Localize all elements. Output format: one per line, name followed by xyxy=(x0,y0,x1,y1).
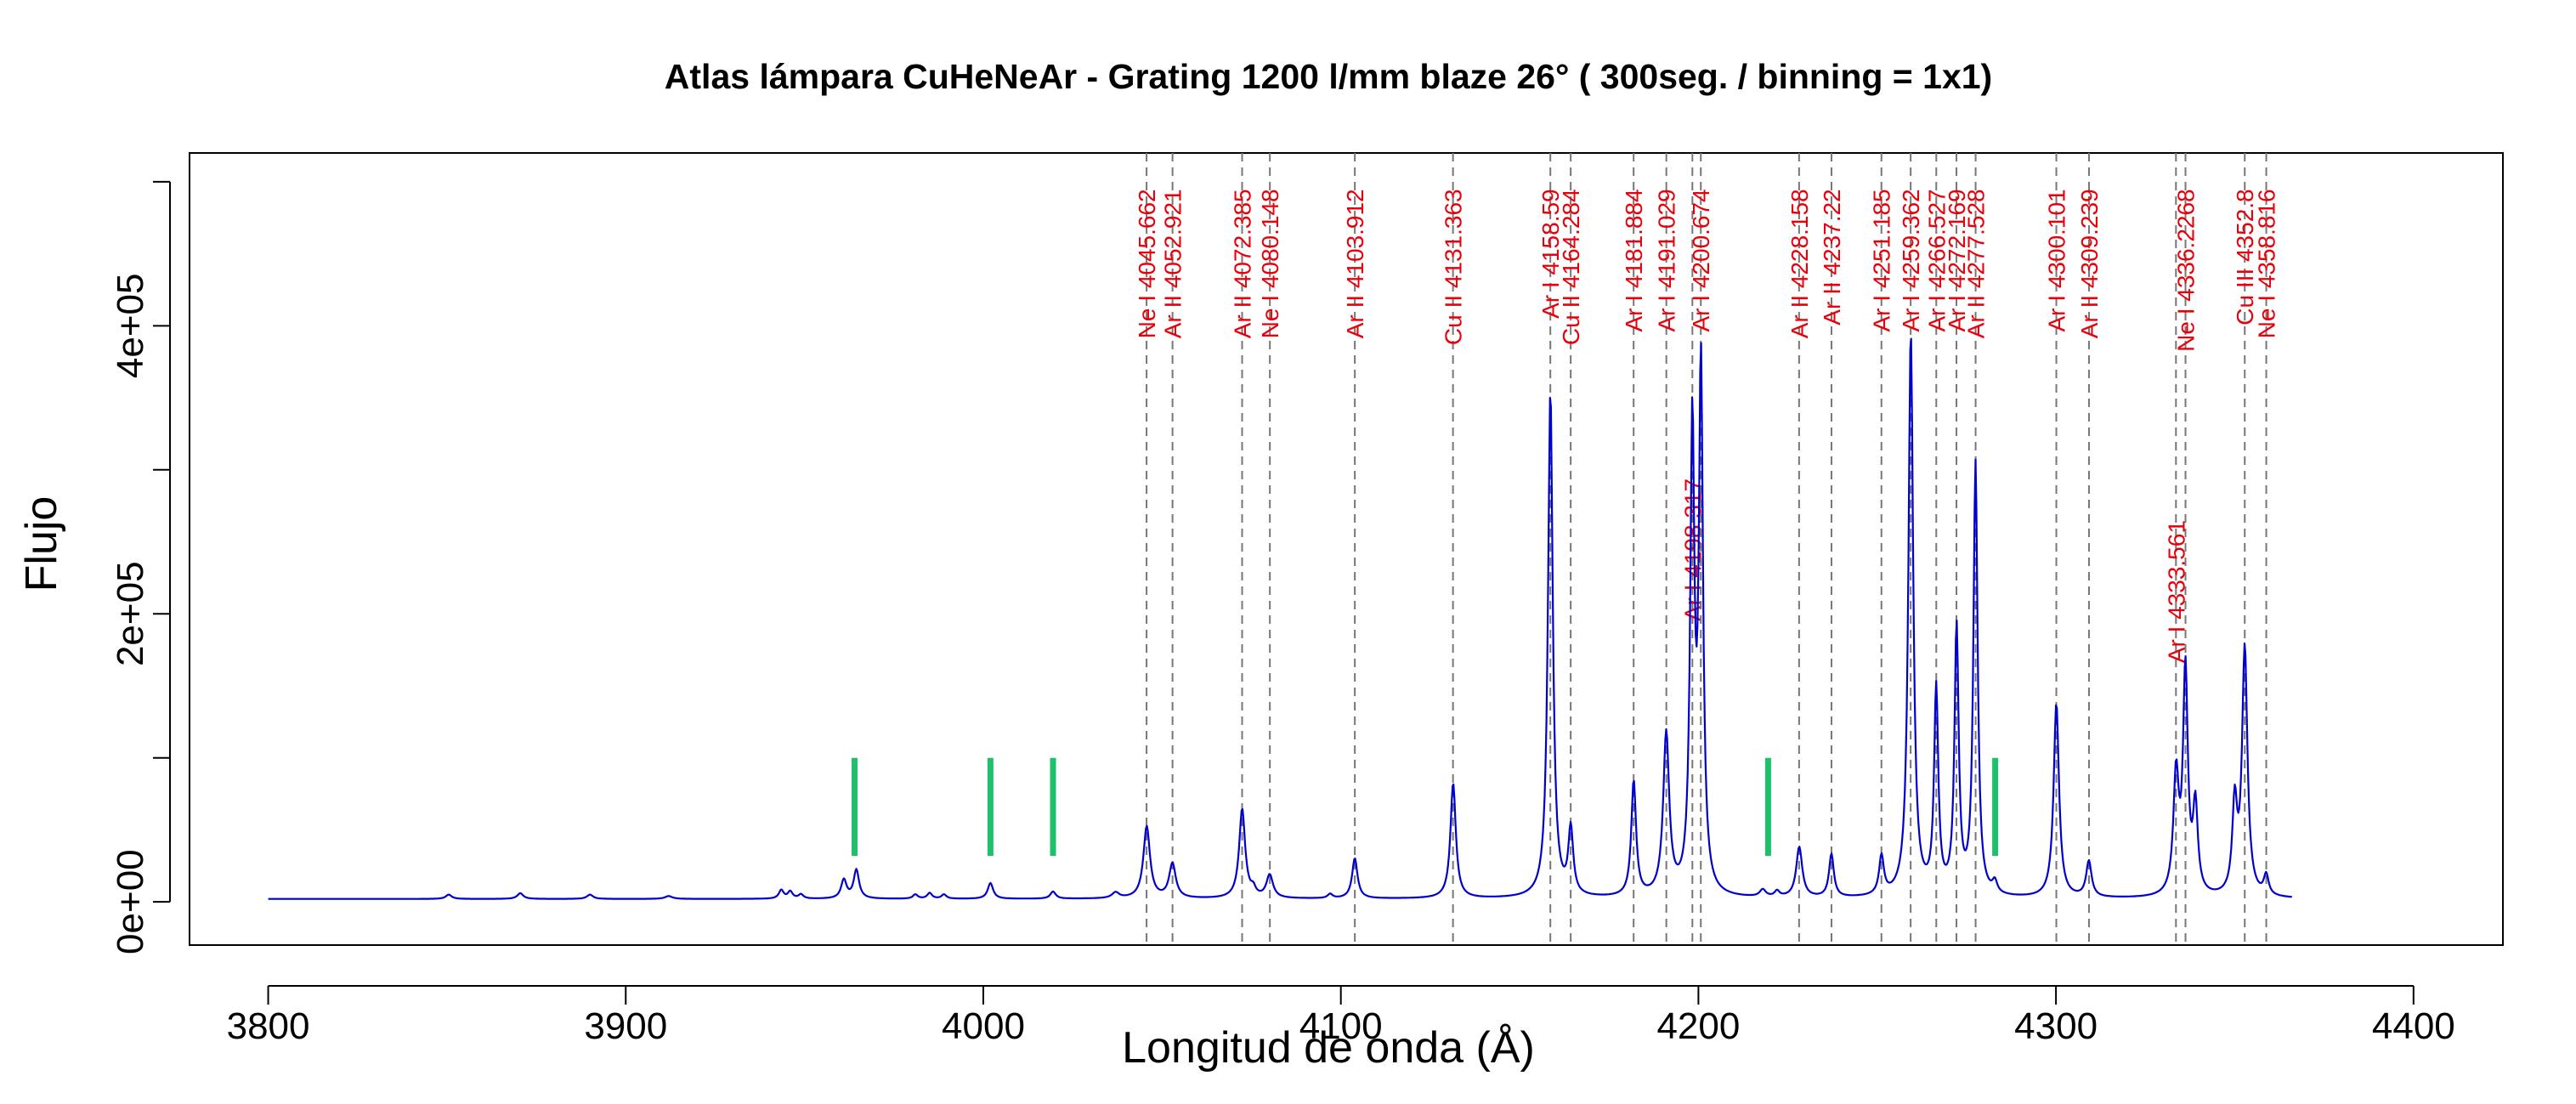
spectrum-series-line xyxy=(268,337,2292,900)
reference-line-label: Ar I 4191.029 xyxy=(1654,189,1680,331)
reference-line-label: Ne I 4045.662 xyxy=(1134,189,1160,338)
reference-line-label: Ar I 4300.101 xyxy=(2044,189,2070,331)
x-tick-label: 4300 xyxy=(2014,1005,2098,1047)
x-tick-label: 4200 xyxy=(1656,1005,1740,1047)
reference-line-label: Ar I 4272.169 xyxy=(1944,189,1970,331)
x-tick-label: 4000 xyxy=(942,1005,1025,1047)
x-axis-label: Longitud de onda (Å) xyxy=(1122,1023,1535,1073)
x-axis: 3800 3900 4000 4100 4200 4300 4400 xyxy=(227,985,2455,1047)
reference-line-label: Cu II 4131.363 xyxy=(1441,189,1467,345)
reference-line-label: Ar II 4277.528 xyxy=(1963,189,1990,338)
reference-line-label: Ar I 4181.884 xyxy=(1621,189,1647,331)
reference-line-label: Ar II 4309.239 xyxy=(2076,189,2103,338)
reference-line-label: Ar II 4052.921 xyxy=(1160,189,1186,338)
x-tick-label: 3900 xyxy=(584,1005,667,1047)
reference-line-label: Ar I 4200.674 xyxy=(1688,189,1714,331)
y-tick-label: 2e+05 xyxy=(110,561,151,666)
reference-line-label: Cu III 4352.8 xyxy=(2232,189,2258,325)
x-tick-label: 4400 xyxy=(2372,1005,2455,1047)
reference-line-label: Ar II 4237.22 xyxy=(1819,189,1845,325)
reference-line-label: Ar II 4103.912 xyxy=(1342,189,1368,338)
reference-line-label: Ar II 4228.158 xyxy=(1786,189,1813,338)
reference-line-label: Ne I 4358.816 xyxy=(2254,189,2280,338)
plot-area xyxy=(189,152,2504,946)
reference-line-label: Ne I 4080.148 xyxy=(1257,189,1283,338)
reference-line-label: Ar II 4072.385 xyxy=(1230,189,1256,338)
x-tick-label: 3800 xyxy=(227,1005,310,1047)
marker-group xyxy=(852,757,1999,856)
reference-line-label: Ar I 4266.527 xyxy=(1923,189,1950,331)
x-tick-label: 4100 xyxy=(1299,1005,1383,1047)
plot-frame xyxy=(189,152,2504,946)
reference-line-label: Ar I 4259.362 xyxy=(1898,189,1924,331)
chart-title: Atlas lámpara CuHeNeAr - Grating 1200 l/… xyxy=(665,57,1992,96)
reference-line-label: Ar I 4251.185 xyxy=(1869,189,1895,331)
reference-line-label: Ar I 4158.59 xyxy=(1537,189,1564,319)
y-tick-label: 4e+05 xyxy=(110,274,151,379)
series-group xyxy=(268,337,2292,900)
y-axis-label: Flujo xyxy=(17,496,66,592)
reference-lines: Ne I 4045.662 Ar II 4052.921 Ar II 4072.38… xyxy=(1134,153,2280,945)
y-tick-label: 0e+00 xyxy=(110,849,151,954)
reference-line-label: Ne I 4336.2268 xyxy=(2173,189,2200,352)
reference-line-label: Cu II 4164.284 xyxy=(1558,189,1584,345)
y-axis: 0e+00 2e+05 4e+05 xyxy=(110,180,171,954)
